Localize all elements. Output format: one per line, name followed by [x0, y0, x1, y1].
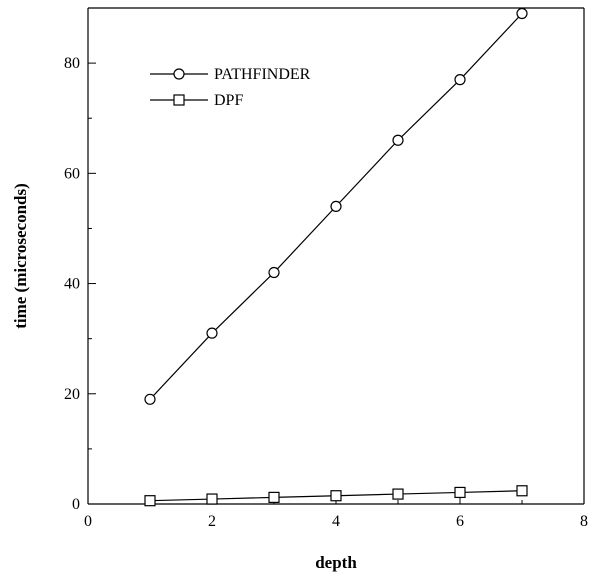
data-point-square [454, 486, 466, 499]
x-axis-title: depth [315, 553, 357, 572]
data-point-square [268, 491, 280, 503]
data-point-circle [516, 7, 528, 20]
series-dpf [144, 485, 528, 507]
data-point-square [392, 488, 404, 500]
data-point-circle [144, 393, 156, 405]
data-point-square [330, 490, 342, 502]
legend: PATHFINDER DPF [150, 66, 311, 109]
data-point-circle [330, 200, 342, 212]
x-tick-label: 6 [456, 513, 464, 530]
y-axis-title: time (microseconds) [11, 183, 30, 329]
x-tick-label: 8 [580, 513, 588, 530]
legend-marker-circle [173, 68, 185, 80]
x-tick-label: 4 [332, 513, 340, 530]
plot-frame [87, 7, 585, 505]
x-tick-label: 0 [84, 513, 92, 530]
data-point-square [516, 485, 528, 497]
data-point-circle [268, 266, 280, 279]
y-tick-label: 40 [64, 276, 80, 293]
data-point-circle [392, 134, 404, 146]
legend-item: PATHFINDER [150, 66, 311, 83]
y-axis-ticks: 0 20 40 60 80 [64, 7, 96, 513]
x-tick-label: 2 [208, 513, 216, 530]
y-tick-label: 80 [64, 55, 80, 72]
data-point-square [206, 493, 218, 505]
data-point-circle [454, 74, 466, 86]
y-tick-label: 20 [64, 386, 80, 403]
legend-label: DPF [214, 92, 243, 109]
legend-item: DPF [150, 92, 243, 109]
data-point-square [144, 495, 156, 507]
legend-label: PATHFINDER [214, 66, 311, 83]
series-pathfinder [144, 7, 528, 405]
y-tick-label: 0 [72, 496, 80, 513]
y-tick-label: 60 [64, 165, 80, 182]
series-layer [144, 7, 528, 507]
data-point-circle [206, 327, 218, 339]
legend-marker-square [173, 94, 185, 106]
